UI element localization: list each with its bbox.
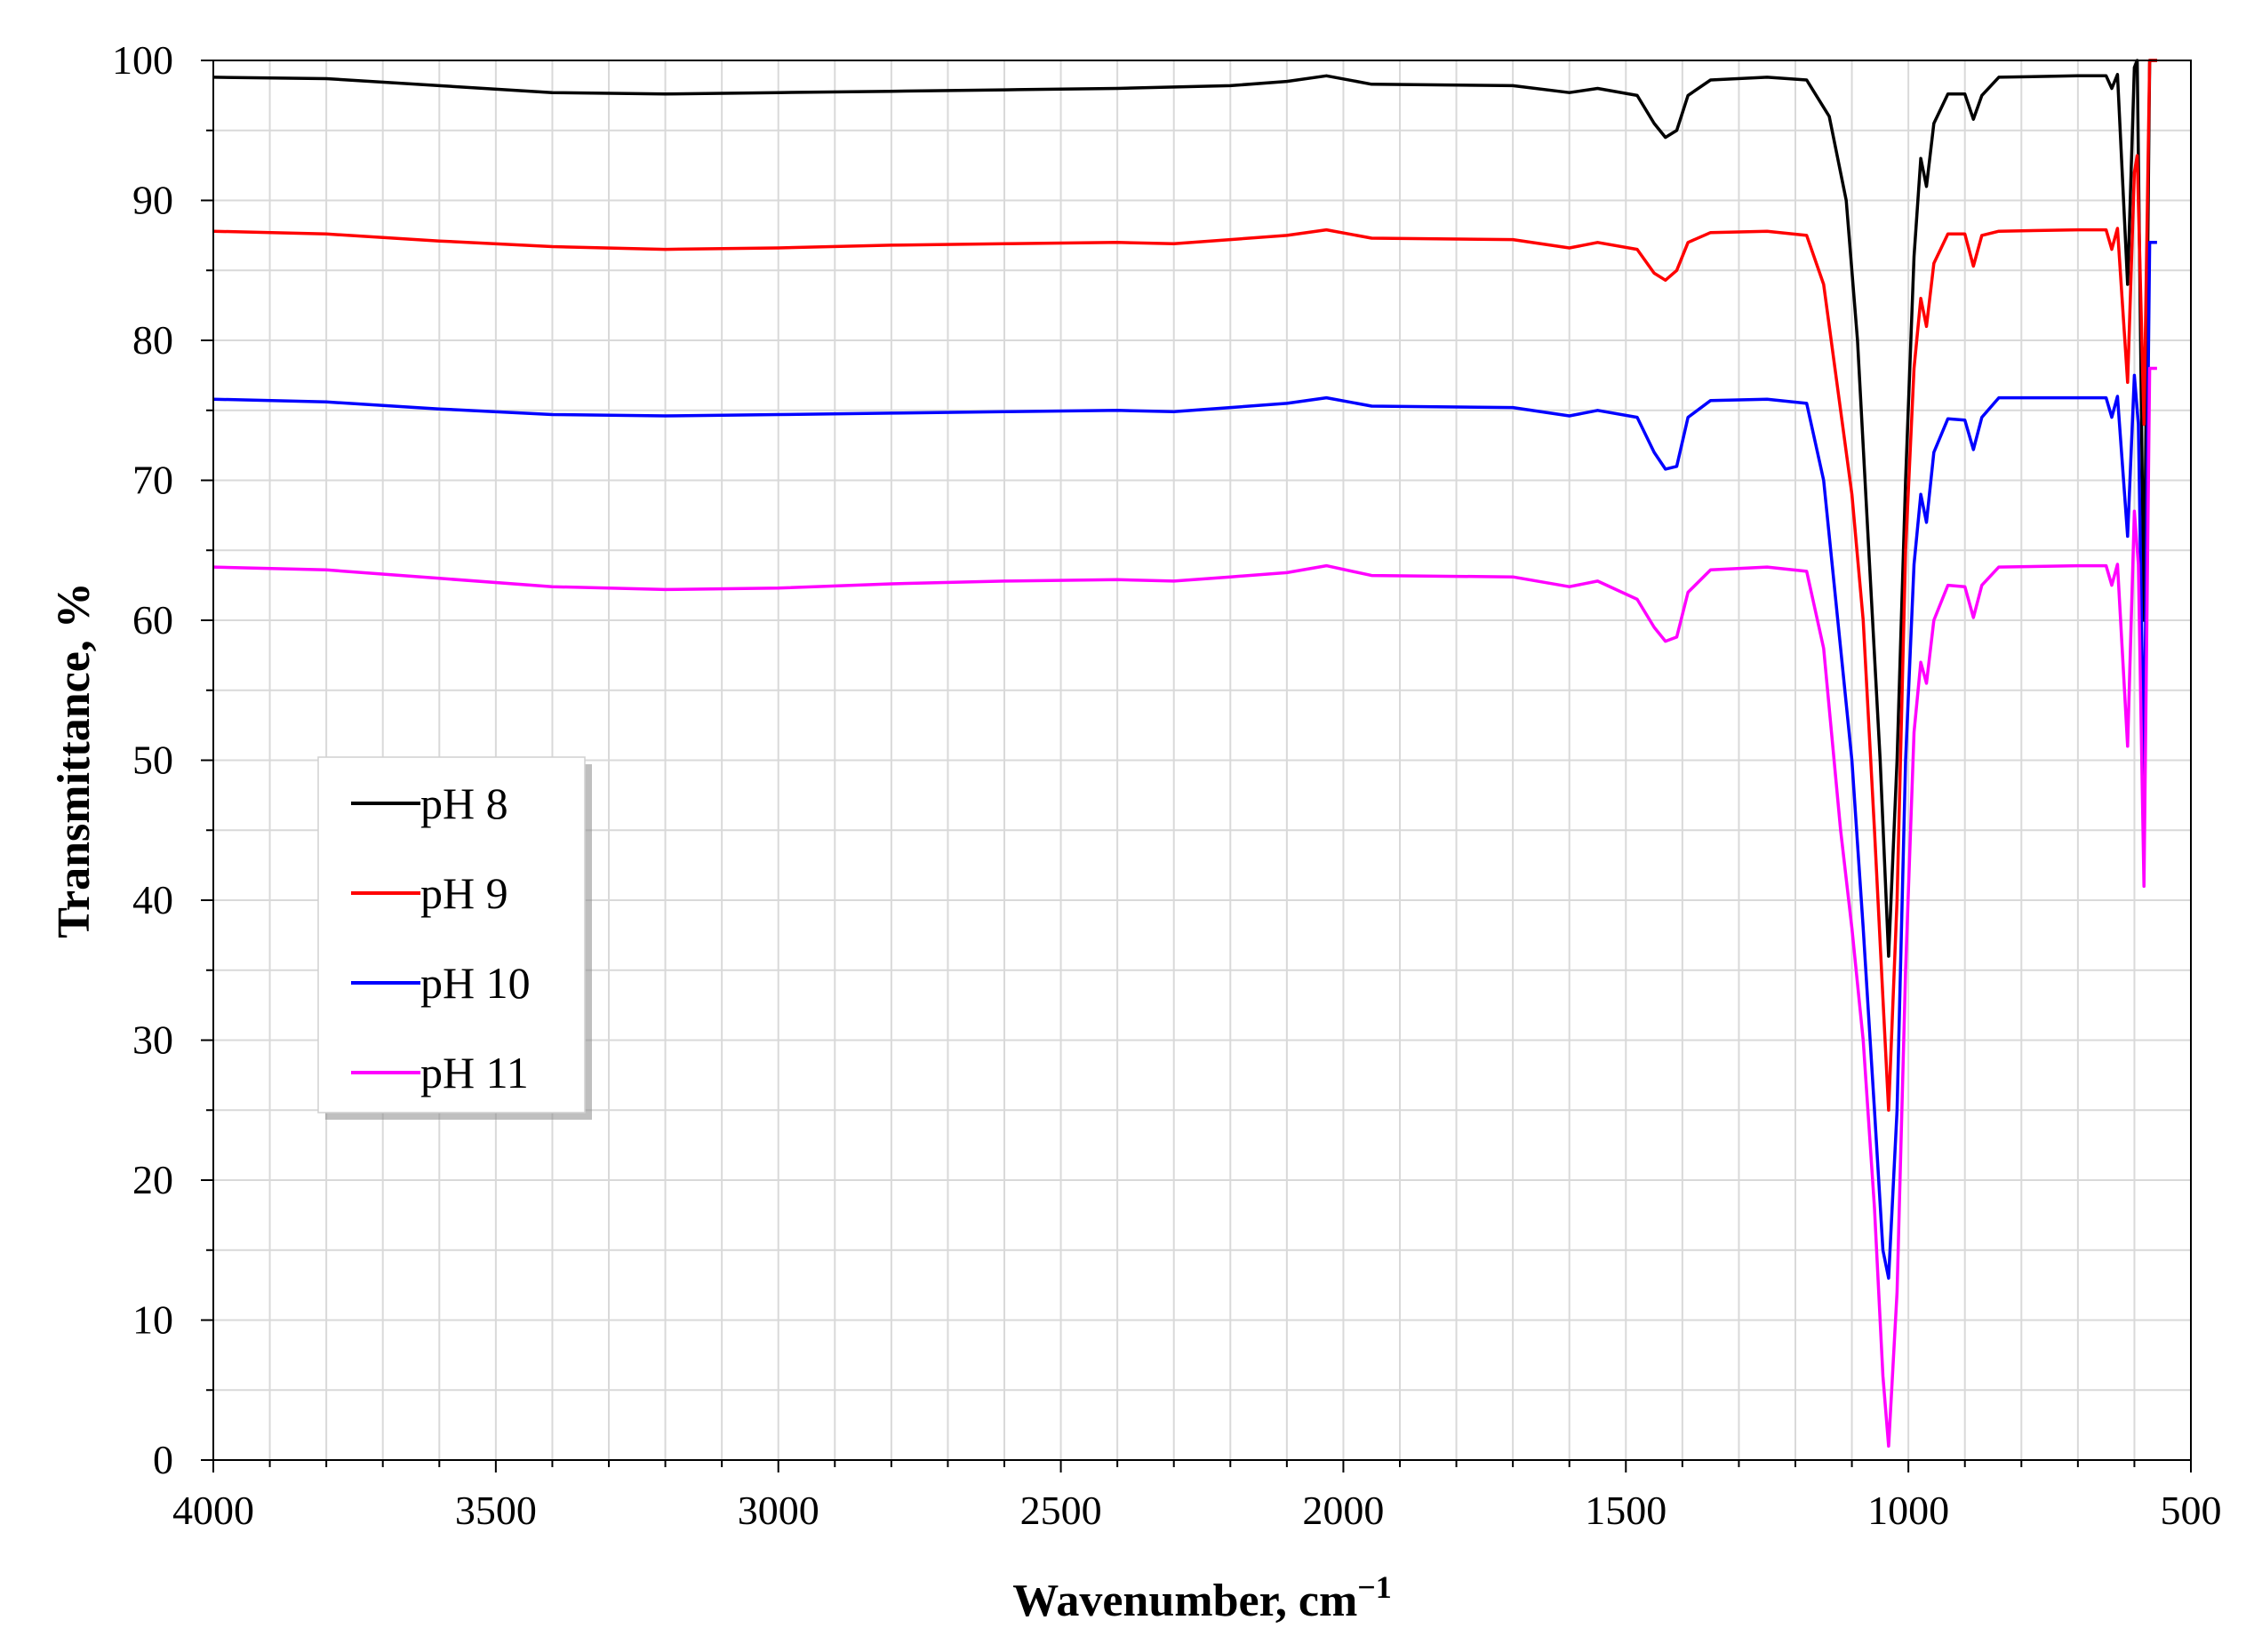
y-tick-label: 60 (132, 597, 173, 642)
y-tick-label: 100 (112, 37, 173, 83)
x-tick-label: 3000 (738, 1488, 819, 1533)
x-axis-title-main: Wavenumber, cm (1012, 1576, 1357, 1626)
y-tick-label: 90 (132, 178, 173, 223)
series-line-2 (213, 59, 2157, 1113)
y-tick-label: 70 (132, 458, 173, 503)
y-tick-label: 20 (132, 1157, 173, 1202)
series-line-1 (213, 59, 2157, 958)
x-axis-title-superscript: −1 (1357, 1569, 1392, 1605)
x-axis-title: Wavenumber, cm−1 (1012, 1569, 1392, 1626)
legend-entries: pH 8 pH 9 pH 10 pH 11 (351, 778, 531, 1097)
y-tick-label: 30 (132, 1018, 173, 1063)
tick-labels: 4000 3500 3000 2500 2000 1500 1000 500 0 10 20 30 40… (112, 37, 2222, 1533)
y-tick-label: 40 (132, 877, 173, 922)
legend-box (317, 756, 586, 1113)
grid (212, 60, 2192, 1461)
x-tick-label: 3500 (455, 1488, 537, 1533)
x-tick-label: 2500 (1020, 1488, 1102, 1533)
series-line-3 (213, 241, 2157, 1281)
series-group (213, 59, 2157, 1448)
legend-label: pH 8 (420, 778, 508, 828)
legend-label: pH 11 (420, 1048, 529, 1097)
y-tick-label: 10 (132, 1297, 173, 1343)
y-tick-label: 80 (132, 317, 173, 363)
y-axis-title: Transmittance, % (49, 582, 100, 938)
x-tick-label: 1000 (1867, 1488, 1949, 1533)
x-tick-label: 500 (2161, 1488, 2222, 1533)
axis-ticks (201, 60, 2192, 1472)
y-tick-label: 50 (132, 738, 173, 783)
legend-label: pH 10 (420, 958, 531, 1008)
y-tick-label: 0 (153, 1437, 173, 1482)
legend-label: pH 9 (420, 868, 508, 918)
legend: pH 8 pH 9 pH 10 pH 11 (317, 756, 592, 1120)
series-line-4 (213, 366, 2157, 1448)
x-tick-label: 1500 (1585, 1488, 1667, 1533)
x-tick-label: 2000 (1302, 1488, 1384, 1533)
x-tick-label: 4000 (172, 1488, 254, 1533)
